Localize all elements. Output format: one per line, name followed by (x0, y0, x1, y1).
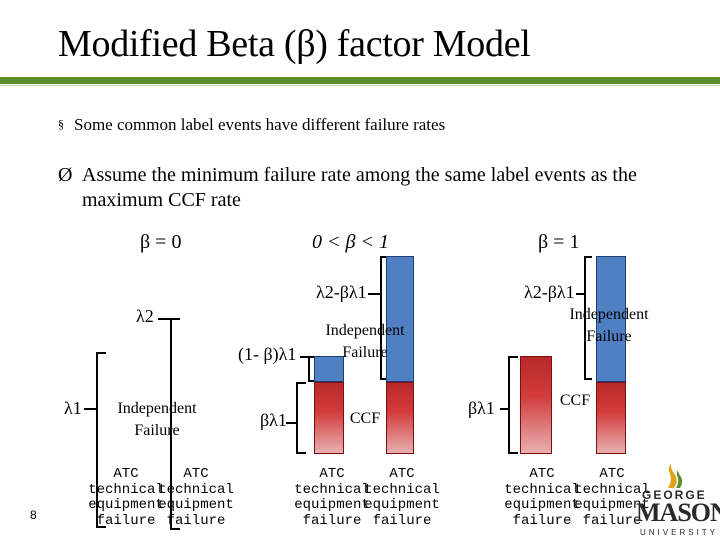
panel-1-lambda2-label: λ2 (136, 306, 154, 326)
logo-line-2: MASON (636, 498, 720, 527)
panel-2-independent-label: Independent Failure (325, 322, 405, 361)
slide-title: Modified Beta (β) factor Model (58, 23, 531, 65)
panel-2-top-bracket (380, 256, 388, 380)
panel-2-top-label: λ2-βλ1 (316, 282, 367, 302)
panel-2-ccf-label: CCF (349, 410, 381, 427)
panel-1-caption-left: ATC technical equipment failure (88, 466, 164, 529)
panel-2-beta-bracket (296, 382, 306, 454)
panel-3-top-pointer (576, 293, 586, 295)
panel-1-lambda1-pointer (84, 408, 96, 410)
arrow-bullet-icon: Ø (58, 164, 73, 186)
university-logo: GEORGE MASON UNIVERSITY (632, 462, 720, 540)
panel-3-top-bracket (584, 256, 592, 380)
panel-3-beta-lambda1-label: βλ1 (468, 398, 495, 418)
panel-2-one-minus-beta-label: (1- β)λ1 (238, 344, 297, 364)
bullet-1: § Some common label events have different… (58, 115, 445, 135)
panel-2-caption-right: ATC technical equipment failure (364, 466, 440, 529)
title-divider (0, 77, 720, 84)
panel-2-caption-left: ATC technical equipment failure (294, 466, 370, 529)
logo-line-1: GEORGE (642, 488, 707, 502)
panel-3-ccf-label: CCF (559, 392, 591, 409)
panel-3-beta-pointer (500, 408, 510, 410)
panel-2-bar-left-ccf (314, 382, 344, 454)
bullet-2: Ø Assume the minimum failure rate among … (58, 163, 678, 213)
panel-2-beta-lambda1-label: βλ1 (260, 410, 287, 430)
panel-2-top-pointer (368, 293, 380, 295)
bullet-2-text: Assume the minimum failure rate among th… (82, 164, 637, 211)
panel-3-caption-right: ATC technical equipment failure (574, 466, 650, 529)
panel-1-condition: β = 0 (140, 231, 182, 253)
title-divider-shadow (0, 85, 720, 86)
panel-3-caption-left: ATC technical equipment failure (504, 466, 580, 529)
panel-3-beta-bracket (508, 356, 518, 454)
panel-1-lambda1-label: λ1 (64, 398, 82, 418)
panel-3-bar-left-ccf (520, 356, 552, 454)
panel-3-bar-right-independent (596, 256, 626, 382)
panel-3-independent-label: Independent Failure (569, 306, 649, 345)
panel-2-bar-left-independent (314, 356, 344, 382)
panel-1-independent-text: Independent Failure (117, 400, 197, 439)
panel-3-top-label: λ2-βλ1 (524, 282, 575, 302)
panel-2-one-minus-pointer (300, 356, 310, 358)
panel-2-one-minus-bracket (308, 356, 314, 382)
panel-2-condition: 0 < β < 1 (312, 231, 389, 253)
panel-1-caption-right: ATC technical equipment failure (158, 466, 234, 529)
panel-1-lambda1-bracket (96, 352, 106, 528)
flame-icon (668, 464, 683, 488)
panel-2-beta-pointer (286, 422, 296, 424)
panel-1-independent-label: Independent Failure (104, 398, 210, 442)
section-bullet-icon: § (58, 117, 64, 131)
panel-1-lambda2-pointer (158, 318, 170, 320)
panel-3-condition: β = 1 (538, 231, 580, 253)
page-number: 8 (30, 508, 37, 522)
panel-2-bar-right-ccf (386, 382, 414, 454)
panel-2-bar-right-independent (386, 256, 414, 382)
bullet-1-text: Some common label events have different … (74, 115, 446, 134)
panel-3-bar-right-ccf (596, 382, 626, 454)
logo-line-3: UNIVERSITY (640, 528, 719, 537)
panel-1-lambda2-bracket (170, 318, 180, 530)
